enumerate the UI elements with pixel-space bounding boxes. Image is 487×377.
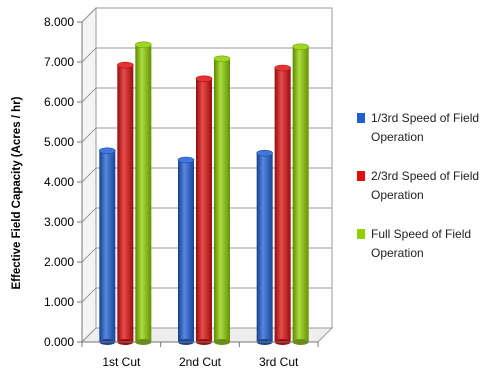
bar xyxy=(292,43,309,345)
bar-body xyxy=(196,78,212,343)
bar-top xyxy=(117,61,134,69)
x-tick-label: 1st Cut xyxy=(102,355,141,369)
bar-body xyxy=(117,65,134,342)
bar xyxy=(177,156,195,345)
gridline xyxy=(81,287,332,303)
gridline xyxy=(81,327,332,343)
legend-item: 1/3rd Speed of Field Operation xyxy=(357,111,479,144)
legend-swatch xyxy=(357,113,365,123)
gridline xyxy=(81,207,332,223)
legend-label: Full Speed of Field Operation xyxy=(371,227,471,260)
y-tick-label: 0.000 xyxy=(44,335,74,349)
bar-top xyxy=(213,55,231,63)
y-tick-label: 2.000 xyxy=(44,255,74,269)
y-axis-ticks: 0.000 1.000 2.000 3.000 4.000 5.000 6.000 7.000… xyxy=(44,15,83,349)
bar xyxy=(195,75,213,345)
y-tick-label: 7.000 xyxy=(44,55,74,69)
y-tick-label: 6.000 xyxy=(44,95,74,109)
bar-top xyxy=(135,41,152,49)
y-tick-label: 1.000 xyxy=(44,295,74,309)
bar xyxy=(135,41,152,345)
gridline xyxy=(81,87,332,103)
gridline xyxy=(81,247,332,263)
y-tick-label: 8.000 xyxy=(44,15,74,29)
y-tick-label: 4.000 xyxy=(44,175,74,189)
gridline xyxy=(81,7,332,23)
bar-body xyxy=(274,68,291,342)
bar xyxy=(99,147,116,345)
gridline xyxy=(81,47,332,63)
legend-swatch xyxy=(357,171,365,181)
bar-body xyxy=(292,46,309,343)
bar-top xyxy=(99,147,116,155)
bar-body xyxy=(135,44,152,343)
legend-label: 1/3rd Speed of Field Operation xyxy=(371,111,479,144)
bar xyxy=(117,61,134,345)
x-axis-ticks: 1st Cut 2nd Cut 3rd Cut xyxy=(81,341,319,369)
bar-body xyxy=(256,153,273,342)
legend-label: 2/3rd Speed of Field Operation xyxy=(371,169,479,202)
legend-item: 2/3rd Speed of Field Operation xyxy=(357,169,479,202)
x-tick-label: 3rd Cut xyxy=(259,355,299,369)
bar-top xyxy=(177,156,195,164)
bar-top xyxy=(195,75,213,83)
y-tick-label: 5.000 xyxy=(44,135,74,149)
gridline xyxy=(81,127,332,143)
bar-body xyxy=(214,58,230,343)
legend-swatch xyxy=(357,229,365,239)
bar-body xyxy=(99,150,116,342)
bar-top xyxy=(274,64,291,72)
legend: 1/3rd Speed of Field Operation 2/3rd Speed… xyxy=(357,111,479,260)
bar xyxy=(213,55,231,345)
y-tick-label: 3.000 xyxy=(44,215,74,229)
bar xyxy=(274,64,291,345)
bar-top xyxy=(256,149,273,157)
bar-top xyxy=(292,43,309,51)
legend-item: Full Speed of Field Operation xyxy=(357,227,471,260)
gridline xyxy=(81,167,332,183)
y-axis-label: Effective Field Capacity (Acres / hr) xyxy=(11,96,23,289)
bar xyxy=(256,149,273,345)
bar-body xyxy=(178,160,194,342)
bars xyxy=(99,41,309,345)
gridlines xyxy=(81,7,332,343)
x-tick-label: 2nd Cut xyxy=(179,355,222,369)
